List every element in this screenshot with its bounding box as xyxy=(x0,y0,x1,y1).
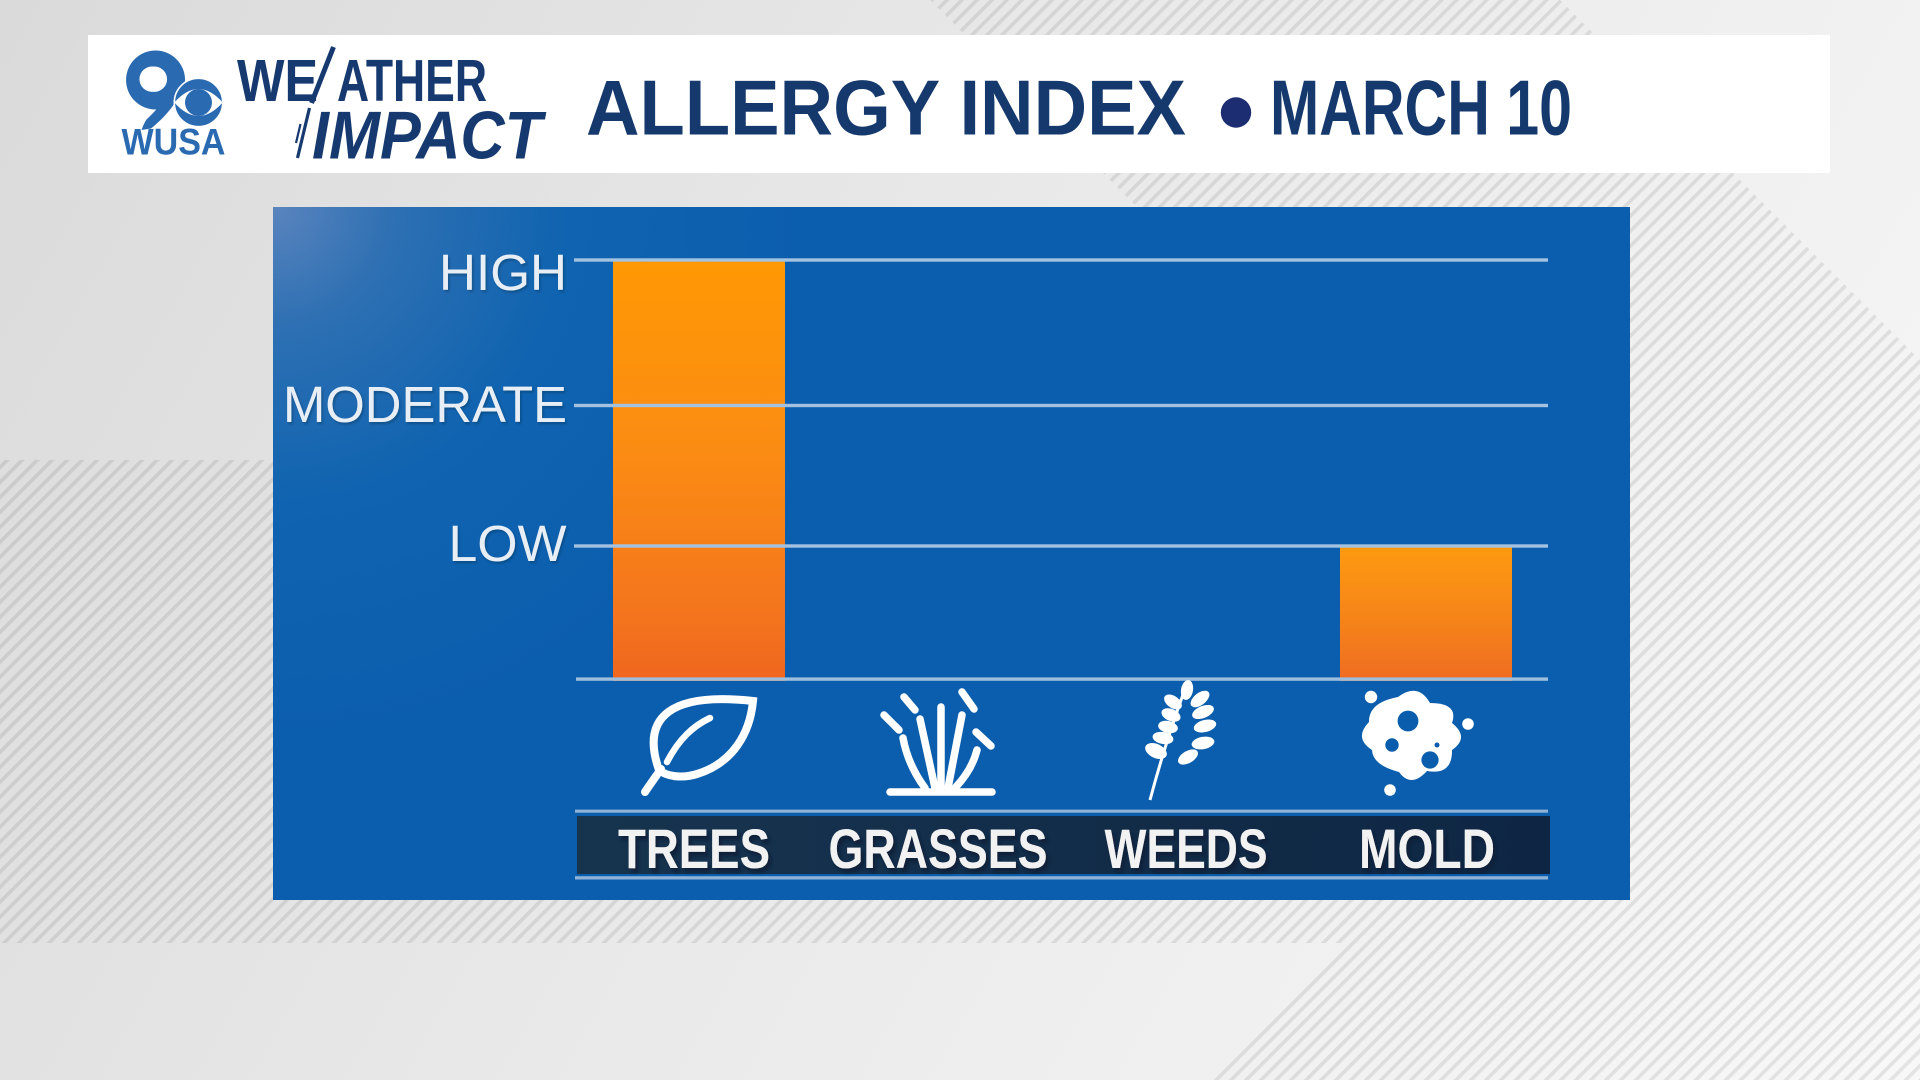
svg-text:GRASSES: GRASSES xyxy=(829,817,1048,880)
svg-text:WE: WE xyxy=(237,47,318,114)
svg-text:ATHER: ATHER xyxy=(337,47,487,114)
svg-text:MARCH 10: MARCH 10 xyxy=(1270,64,1572,152)
svg-text:TREES: TREES xyxy=(618,817,770,880)
svg-text:WUSA: WUSA xyxy=(122,122,226,163)
svg-text:MOLD: MOLD xyxy=(1359,817,1495,880)
svg-text:IMPACT: IMPACT xyxy=(312,99,546,174)
svg-text:LOW: LOW xyxy=(449,515,567,572)
svg-text:WEEDS: WEEDS xyxy=(1105,817,1268,880)
svg-text:ALLERGY INDEX: ALLERGY INDEX xyxy=(586,64,1186,152)
svg-text:MODERATE: MODERATE xyxy=(283,376,567,433)
svg-text:HIGH: HIGH xyxy=(439,244,567,301)
